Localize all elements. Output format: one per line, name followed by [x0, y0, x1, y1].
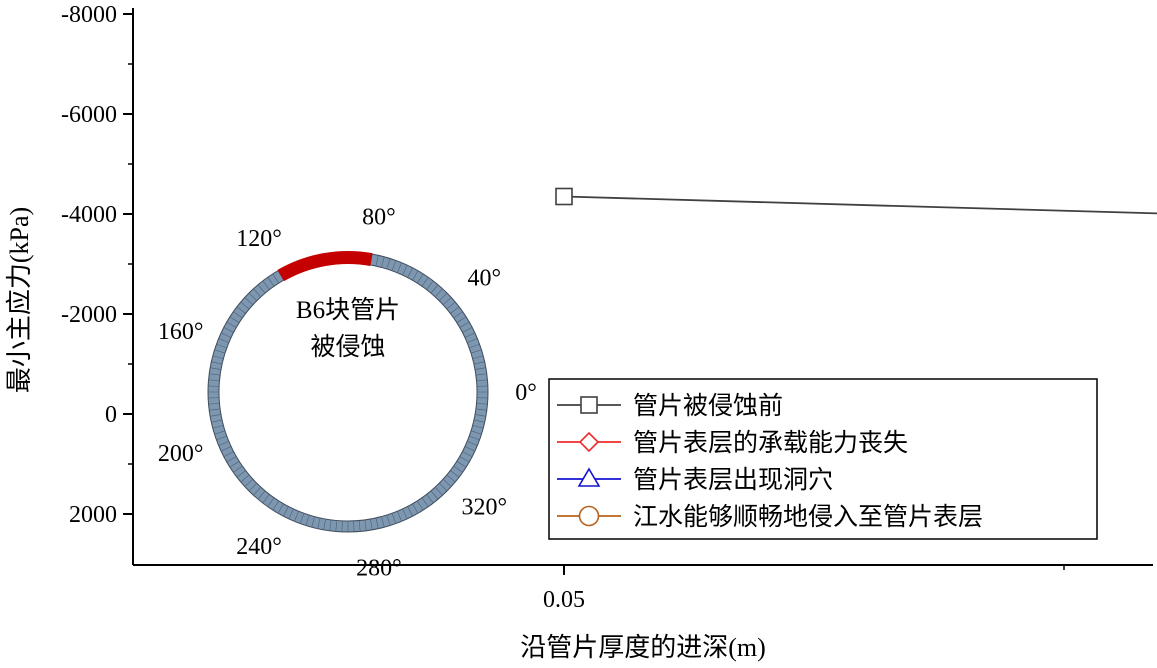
series-layer [555, 187, 1157, 215]
legend-item: 管片被侵蚀前 [557, 392, 783, 420]
plot-area: -8000 -6000 -4000 -2000 0 2000 0.050.150.250.… [61, 2, 1157, 613]
ring-inset: 0° 40° 80° 120° 160° 200° 240° 280° 320° B6块管片 被侵… [158, 205, 537, 582]
legend-label: 管片表层的承载能力丧失 [633, 429, 908, 457]
angle-label: 240° [236, 534, 282, 560]
series-square [555, 187, 1157, 215]
y-tick-label: -8000 [61, 2, 117, 28]
y-tick-label: -6000 [61, 102, 117, 128]
data-point [555, 187, 573, 206]
legend-box [548, 378, 1098, 540]
angle-label: 160° [158, 319, 204, 345]
angle-label: 320° [462, 494, 508, 520]
angle-label: 40° [468, 266, 502, 292]
angle-label: 200° [158, 441, 204, 467]
legend-marker [580, 396, 598, 414]
x-axis-title: 沿管片厚度的进深(m) [520, 633, 766, 662]
y-tick-label: 2000 [69, 502, 117, 528]
y-tick-label: -4000 [61, 202, 117, 228]
legend-label: 管片表层出现洞穴 [633, 466, 833, 494]
angle-label: 80° [362, 205, 396, 231]
inset-label-line2: 被侵蚀 [310, 333, 385, 361]
angle-label: 120° [236, 226, 282, 252]
y-tick-label: 0 [105, 402, 117, 428]
legend-marker [578, 431, 600, 453]
angle-label: 280° [356, 555, 402, 581]
legend-item: 江水能够顺畅地侵入至管片表层 [557, 503, 983, 531]
legend-marker [577, 467, 601, 487]
legend-label: 江水能够顺畅地侵入至管片表层 [633, 503, 983, 531]
eroded-segment [277, 251, 373, 282]
x-axis-ticks: 0.050.150.250.350.45 [543, 565, 1065, 613]
angle-label: 0° [515, 380, 537, 406]
legend-item: 管片表层的承载能力丧失 [557, 429, 908, 457]
legend-marker [578, 505, 600, 527]
y-axis-title: 最小主应力(kPa) [5, 207, 34, 393]
y-tick-label: -2000 [61, 302, 117, 328]
legend-item: 管片表层出现洞穴 [557, 466, 833, 494]
x-tick-label: 0.05 [543, 587, 585, 613]
legend-label: 管片被侵蚀前 [633, 392, 783, 420]
y-axis-ticks: -8000 -6000 -4000 -2000 0 2000 [61, 2, 133, 528]
inset-label-line1: B6块管片 [296, 296, 400, 324]
